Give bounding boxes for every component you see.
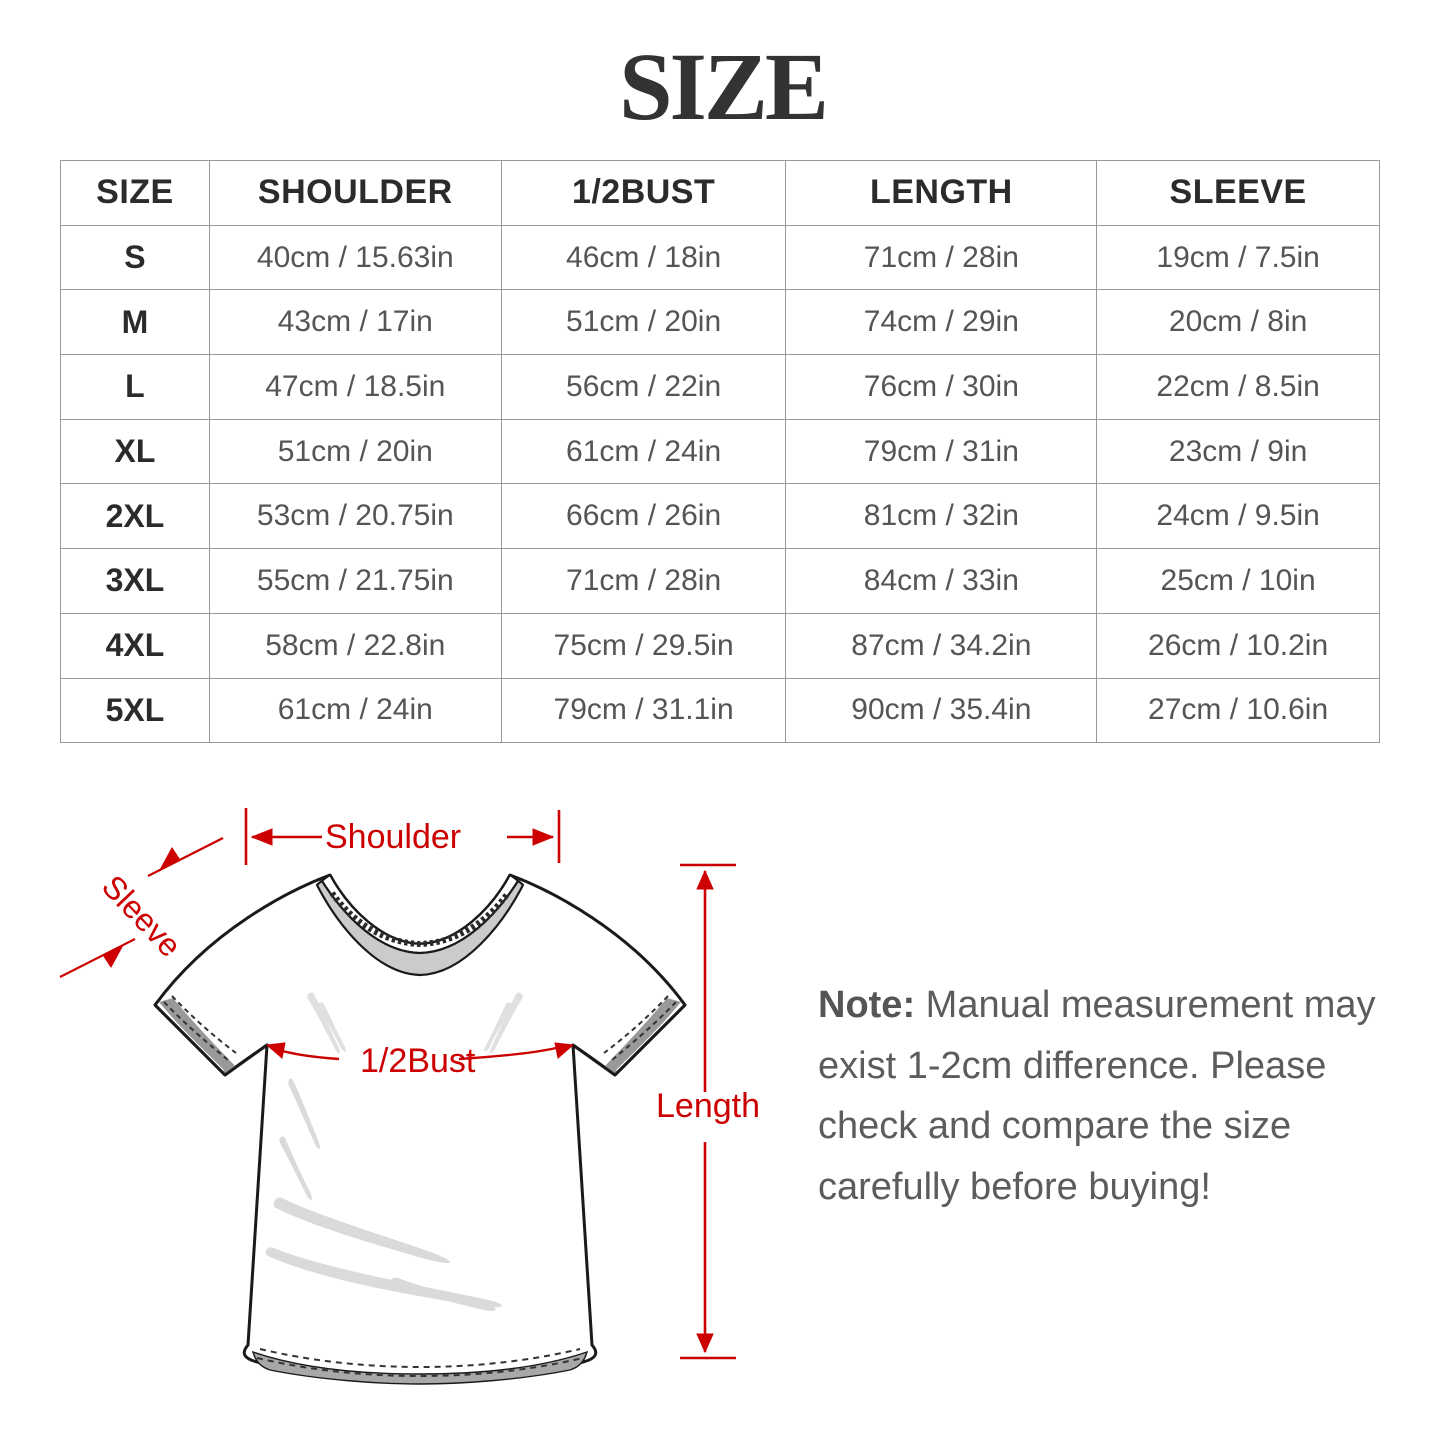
svg-text:Sleeve: Sleeve [95, 868, 188, 964]
svg-text:Shoulder: Shoulder [325, 818, 461, 856]
svg-text:1/2Bust: 1/2Bust [360, 1042, 476, 1080]
svg-text:Length: Length [656, 1087, 760, 1125]
